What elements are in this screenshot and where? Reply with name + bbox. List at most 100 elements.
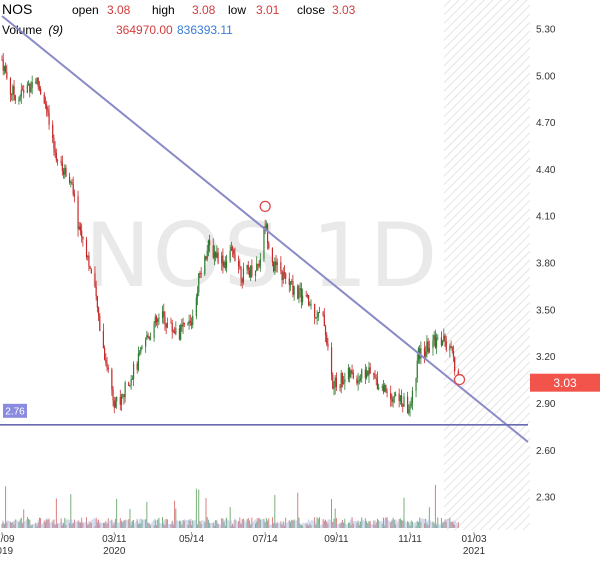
candle-body [192, 315, 194, 326]
candle-body [368, 367, 370, 376]
support-level-label: 2.76 [5, 406, 25, 417]
candle-body [250, 265, 252, 278]
candle-body [149, 337, 152, 340]
candle-body [291, 281, 293, 282]
candle-body [416, 360, 418, 379]
candle-body [323, 315, 325, 327]
candle-body [359, 378, 362, 381]
candle-body [440, 337, 443, 346]
candle-body [378, 387, 380, 390]
candle-body [82, 236, 84, 240]
x-tick-label: 09/11 [324, 534, 349, 545]
candle-body [257, 263, 259, 265]
candle-body [264, 227, 266, 229]
candle-body [434, 335, 436, 348]
candle-body [361, 369, 363, 379]
x-tick-year: 2019 [0, 546, 14, 557]
candle-body [347, 367, 350, 380]
candle-body [153, 323, 155, 338]
candle-body [23, 90, 25, 93]
candle-body [55, 152, 57, 161]
candle-body [280, 262, 282, 271]
future-period-hatch [444, 0, 530, 530]
candle-body [364, 369, 366, 379]
candle-body [357, 380, 359, 384]
y-tick-label: 5.00 [536, 71, 556, 82]
candle-body [224, 262, 226, 269]
candle-body [60, 160, 62, 163]
candle-body [216, 252, 218, 258]
candle-body [316, 317, 318, 319]
candle-body [221, 255, 223, 264]
candle-body [77, 196, 79, 230]
last-price-label-bg [530, 373, 600, 392]
candle-body [275, 261, 277, 266]
candle-body [19, 96, 21, 100]
candle-body [96, 296, 98, 308]
candle-body [37, 78, 39, 87]
candle-body [38, 86, 41, 89]
candle-body [454, 356, 456, 372]
candle-body [283, 272, 286, 274]
candle-body [449, 346, 451, 350]
high-value: 3.08 [192, 3, 216, 17]
candle-body [393, 396, 395, 398]
candle-body [166, 322, 168, 328]
candle-body [120, 395, 123, 405]
candle-body [178, 328, 181, 340]
x-tick: 11/11 [398, 532, 422, 545]
candle-body [282, 272, 284, 280]
candle-body [433, 335, 435, 341]
y-tick-label: 2.60 [536, 446, 556, 457]
y-tick-label: 4.40 [536, 165, 556, 176]
candle-body [89, 266, 91, 269]
candle-body [99, 315, 101, 331]
candle-body [18, 99, 20, 101]
candle-body [276, 262, 278, 266]
candle-body [385, 384, 387, 393]
candle-body [6, 72, 8, 79]
candle-body [181, 325, 183, 327]
candle-body [43, 94, 45, 104]
candle-body [5, 66, 7, 73]
candle-body [190, 322, 193, 326]
volume-average-area [2, 518, 459, 528]
candle-body [48, 112, 50, 125]
candle-body [158, 318, 160, 320]
trendline-anchor-handle[interactable] [259, 200, 271, 213]
candle-body [432, 340, 434, 348]
candle-body [410, 403, 412, 406]
candle-body [402, 404, 404, 407]
candle-body [54, 148, 56, 153]
candle-body [247, 265, 249, 271]
candle-body [273, 262, 275, 271]
open-label: open [72, 3, 99, 17]
candle-body [330, 347, 333, 376]
candle-body [271, 248, 274, 263]
candle-body [407, 396, 409, 414]
candle-body [324, 326, 327, 335]
candle-body [132, 363, 135, 380]
candle-body [124, 382, 126, 398]
candle-body [322, 312, 324, 316]
low-value: 3.01 [256, 3, 280, 17]
candle-body [114, 401, 117, 408]
candle-body [112, 389, 114, 401]
trendline[interactable] [1, 15, 529, 443]
trendline-anchor-handle[interactable] [453, 373, 466, 386]
candle-body [87, 255, 89, 258]
candle-body [254, 270, 257, 277]
y-tick-label: 5.30 [536, 24, 556, 35]
candle-body [403, 396, 405, 407]
candle-body [141, 346, 143, 348]
candle-body [435, 338, 438, 348]
candle-body [384, 384, 386, 392]
candles [1, 52, 459, 417]
candle-body [344, 379, 346, 383]
candle-body [358, 380, 360, 382]
candle-body [130, 379, 132, 386]
x-tick-label: 05/14 [179, 534, 204, 545]
